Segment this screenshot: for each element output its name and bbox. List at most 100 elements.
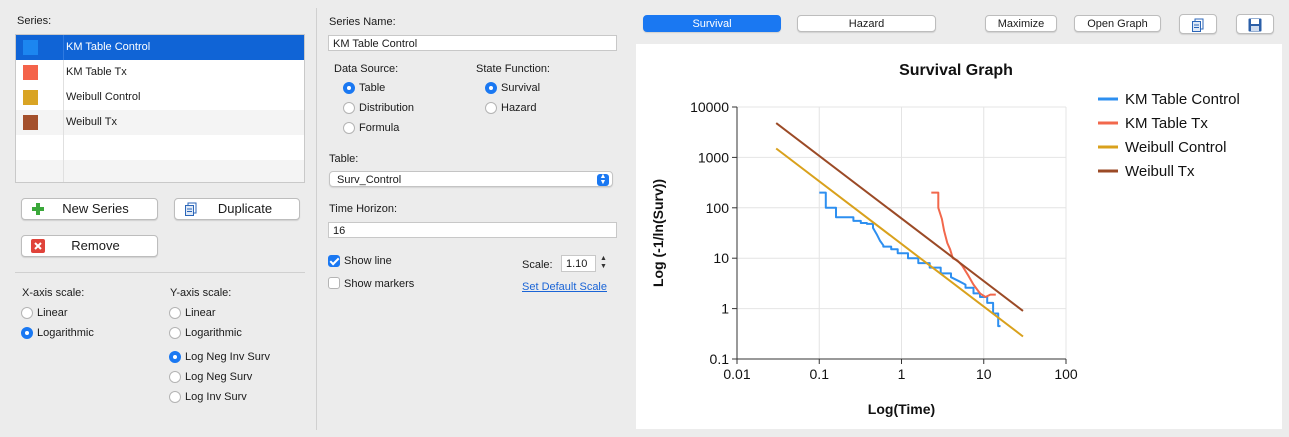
series-list[interactable]: KM Table Control KM Table Tx Weibull Con… bbox=[15, 34, 305, 183]
duplicate-icon bbox=[185, 202, 197, 216]
column-divider bbox=[63, 160, 64, 182]
remove-x-icon bbox=[31, 239, 45, 253]
series-row-km-table-control[interactable]: KM Table Control bbox=[16, 35, 304, 60]
data-source-distribution-label: Distribution bbox=[359, 102, 415, 114]
y-tick-label: 1 bbox=[721, 301, 729, 317]
series-row-weibull-tx[interactable]: Weibull Tx bbox=[16, 110, 304, 135]
legend-label-weibull-control: Weibull Control bbox=[1125, 139, 1226, 156]
legend-label-km-table-tx: KM Table Tx bbox=[1125, 115, 1208, 132]
series-row-name: Weibull Control bbox=[66, 91, 141, 103]
remove-button[interactable]: Remove bbox=[21, 235, 158, 257]
column-divider bbox=[63, 35, 64, 60]
time-horizon-field[interactable]: 16 bbox=[328, 222, 617, 238]
maximize-button[interactable]: Maximize bbox=[985, 15, 1057, 32]
save-icon bbox=[1248, 18, 1262, 32]
state-function-hazard-label: Hazard bbox=[501, 102, 537, 114]
y-tick-label: 100 bbox=[706, 200, 730, 216]
state-function-survival-radio[interactable] bbox=[485, 82, 497, 94]
data-source-label: Data Source: bbox=[334, 63, 399, 75]
series-color-swatch[interactable] bbox=[23, 115, 38, 130]
series-line-km-table-control bbox=[819, 191, 1001, 328]
y-scale-log-neg-inv-surv-radio[interactable] bbox=[169, 351, 181, 363]
y-scale-log-neg-surv-radio[interactable] bbox=[169, 371, 181, 383]
x-scale-linear-label: Linear bbox=[37, 307, 68, 319]
tab-hazard[interactable]: Hazard bbox=[797, 15, 936, 32]
show-markers-checkbox[interactable] bbox=[328, 277, 340, 289]
legend-label-weibull-tx: Weibull Tx bbox=[1125, 163, 1195, 180]
series-line-weibull-tx bbox=[775, 122, 1024, 312]
y-scale-log-inv-surv-radio[interactable] bbox=[169, 391, 181, 403]
data-source-table-radio[interactable] bbox=[343, 82, 355, 94]
y-axis-scale-label: Y-axis scale: bbox=[170, 287, 232, 299]
set-default-scale-link[interactable]: Set Default Scale bbox=[522, 281, 607, 293]
section-divider bbox=[15, 272, 305, 273]
legend-label-km-table-control: KM Table Control bbox=[1125, 91, 1240, 108]
series-row-name: KM Table Tx bbox=[66, 66, 127, 78]
tab-survival[interactable]: Survival bbox=[643, 15, 781, 32]
series-row-name: Weibull Tx bbox=[66, 116, 117, 128]
y-tick-label: 1000 bbox=[698, 149, 729, 165]
scale-stepper-icon[interactable]: ▲ ▼ bbox=[600, 255, 607, 270]
series-color-swatch[interactable] bbox=[23, 90, 38, 105]
y-scale-log-inv-surv-label: Log Inv Surv bbox=[185, 391, 247, 403]
save-button[interactable] bbox=[1236, 14, 1274, 34]
panel-divider bbox=[316, 8, 317, 430]
data-source-table-label: Table bbox=[359, 82, 386, 94]
data-source-distribution-radio[interactable] bbox=[343, 102, 355, 114]
column-divider bbox=[63, 110, 64, 135]
open-graph-button[interactable]: Open Graph bbox=[1074, 15, 1161, 32]
table-select[interactable]: Surv_Control ▲ ▼ bbox=[329, 171, 613, 187]
state-function-hazard-radio[interactable] bbox=[485, 102, 497, 114]
show-line-label: Show line bbox=[344, 255, 392, 267]
duplicate-button[interactable]: Duplicate bbox=[174, 198, 300, 220]
x-tick-label: 1 bbox=[898, 366, 906, 382]
series-name-label: Series Name: bbox=[329, 16, 396, 28]
show-line-checkbox[interactable] bbox=[328, 255, 340, 267]
y-tick-label: 10 bbox=[713, 250, 729, 266]
column-divider bbox=[63, 85, 64, 110]
y-scale-logarithmic-label: Logarithmic bbox=[185, 327, 242, 339]
y-axis-label: Log (-1/ln(Surv)) bbox=[650, 179, 666, 287]
x-tick-label: 0.01 bbox=[723, 366, 750, 382]
series-name-field[interactable]: KM Table Control bbox=[328, 35, 617, 51]
y-scale-linear-radio[interactable] bbox=[169, 307, 181, 319]
column-divider bbox=[63, 60, 64, 85]
y-tick-label: 10000 bbox=[690, 99, 729, 115]
series-color-swatch[interactable] bbox=[23, 40, 38, 55]
empty-row bbox=[16, 160, 304, 182]
chevron-updown-icon: ▲ ▼ bbox=[597, 173, 609, 186]
x-scale-logarithmic-label: Logarithmic bbox=[37, 327, 94, 339]
duplicate-label: Duplicate bbox=[217, 201, 273, 216]
series-line-weibull-control bbox=[775, 147, 1024, 338]
copy-icon bbox=[1192, 18, 1204, 32]
new-series-button[interactable]: New Series bbox=[21, 198, 158, 220]
series-label: Series: bbox=[17, 15, 52, 27]
x-scale-logarithmic-radio[interactable] bbox=[21, 327, 33, 339]
y-tick-label: 0.1 bbox=[710, 351, 730, 367]
x-axis-scale-label: X-axis scale: bbox=[22, 287, 85, 299]
y-scale-log-neg-inv-surv-label: Log Neg Inv Surv bbox=[185, 351, 270, 363]
plus-icon bbox=[32, 203, 44, 215]
column-divider bbox=[63, 135, 64, 160]
state-function-label: State Function: bbox=[476, 63, 550, 75]
copy-button[interactable] bbox=[1179, 14, 1217, 34]
y-scale-logarithmic-radio[interactable] bbox=[169, 327, 181, 339]
scale-label: Scale: bbox=[522, 259, 553, 271]
y-scale-log-neg-surv-label: Log Neg Surv bbox=[185, 371, 253, 383]
chart-title: Survival Graph bbox=[899, 62, 1013, 79]
scale-field[interactable]: 1.10 bbox=[561, 255, 596, 272]
series-row-weibull-control[interactable]: Weibull Control bbox=[16, 85, 304, 110]
time-horizon-label: Time Horizon: bbox=[329, 203, 398, 215]
x-tick-label: 100 bbox=[1054, 366, 1078, 382]
table-label: Table: bbox=[329, 153, 359, 165]
series-color-swatch[interactable] bbox=[23, 65, 38, 80]
show-markers-label: Show markers bbox=[344, 278, 415, 290]
x-scale-linear-radio[interactable] bbox=[21, 307, 33, 319]
y-scale-linear-label: Linear bbox=[185, 307, 216, 319]
data-source-formula-radio[interactable] bbox=[343, 122, 355, 134]
graph-area[interactable]: Survival Graph 0.01 0.1 1 10 100 10000 1000 100 1… bbox=[636, 44, 1282, 429]
x-tick-label: 0.1 bbox=[810, 366, 830, 382]
series-row-km-table-tx[interactable]: KM Table Tx bbox=[16, 60, 304, 85]
x-tick-label: 10 bbox=[976, 366, 992, 382]
